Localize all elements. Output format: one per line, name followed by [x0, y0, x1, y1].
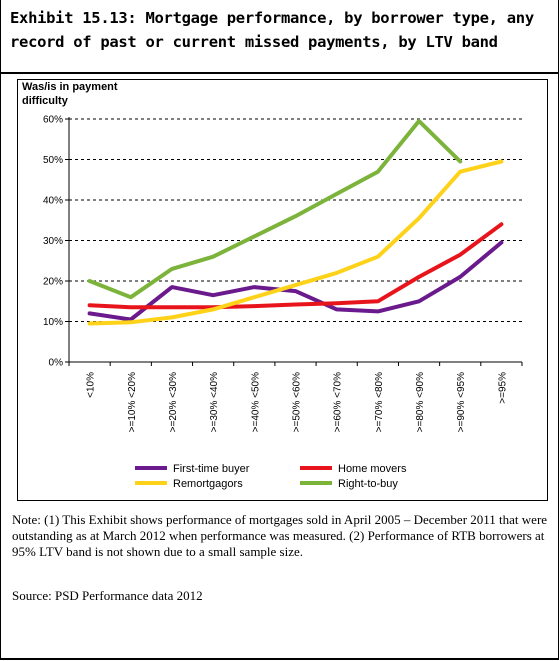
- legend-label: Right-to-buy: [338, 478, 398, 490]
- series-line-4: [87, 119, 463, 300]
- legend-label: Remortgagors: [173, 478, 243, 490]
- series-line-2: [87, 222, 504, 310]
- y-tick-label: 20%: [43, 277, 63, 288]
- x-tick-label: >=60% <70%: [333, 372, 344, 432]
- exhibit-source: Source: PSD Performance data 2012: [12, 588, 203, 603]
- legend-label: Home movers: [338, 463, 407, 475]
- bottom-divider: [0, 658, 559, 660]
- exhibit-note: Note: (1) This Exhibit shows performance…: [12, 512, 548, 559]
- y-tick-label: 60%: [43, 115, 63, 126]
- series-line-1: [87, 240, 504, 322]
- x-tick-label: >=80% <90%: [415, 372, 426, 432]
- y-tick-label: 40%: [43, 196, 63, 207]
- x-tick-label: >=95%: [497, 372, 508, 404]
- x-tick-label: >=90% <95%: [456, 372, 467, 432]
- legend-label: First-time buyer: [173, 463, 250, 475]
- title-divider: [0, 72, 558, 74]
- x-tick-label: >=10% <20%: [127, 372, 138, 432]
- exhibit-title: Exhibit 15.13: Mortgage performance, by …: [10, 9, 534, 51]
- y-tick-label: 10%: [43, 317, 63, 328]
- series-line-3: [87, 159, 504, 326]
- y-tick-label: 50%: [43, 155, 63, 166]
- x-tick-label: >=50% <60%: [292, 372, 303, 432]
- x-tick-label: >=40% <50%: [250, 372, 261, 432]
- y-axis-title: Was/is in payment difficulty: [22, 81, 118, 107]
- x-tick-label: >=30% <40%: [209, 372, 220, 432]
- x-tick-label: <10%: [86, 372, 97, 398]
- x-tick-label: >=20% <30%: [168, 372, 179, 432]
- x-tick-label: >=70% <80%: [374, 372, 385, 432]
- y-tick-label: 0%: [49, 358, 64, 369]
- y-tick-label: 30%: [43, 236, 63, 247]
